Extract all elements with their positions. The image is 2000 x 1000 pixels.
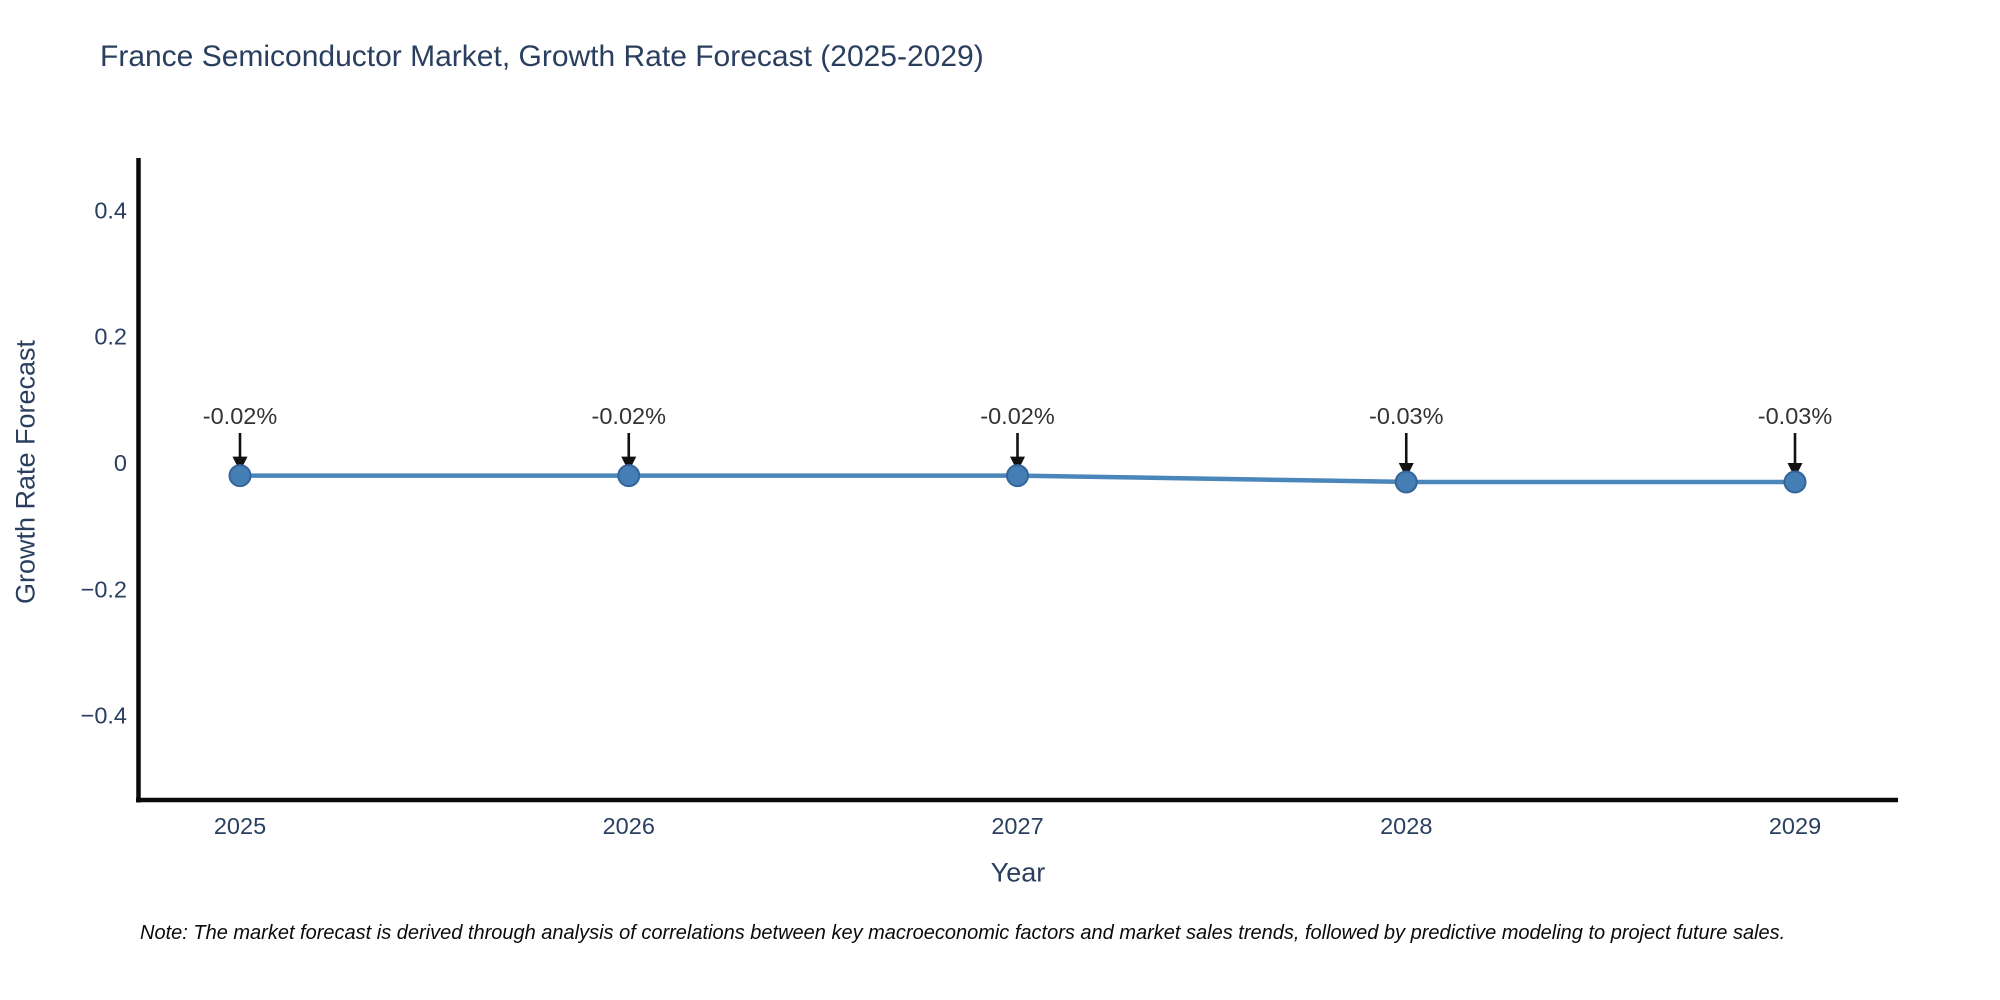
point-annotation: -0.02%: [980, 403, 1055, 429]
x-axis-title: Year: [990, 857, 1046, 888]
x-tick-label: 2025: [214, 813, 266, 839]
x-tick-label: 2029: [1769, 813, 1821, 839]
y-tick-label: 0.2: [94, 324, 127, 350]
x-tick-label: 2027: [991, 813, 1043, 839]
data-point-marker: [1394, 470, 1418, 494]
data-point-marker: [228, 464, 252, 488]
y-tick-label: −0.2: [81, 576, 127, 602]
data-point-marker: [617, 464, 641, 488]
point-annotation: -0.02%: [592, 403, 667, 429]
point-annotation: -0.03%: [1369, 403, 1444, 429]
chart-title: France Semiconductor Market, Growth Rate…: [100, 40, 984, 73]
chart-footnote: Note: The market forecast is derived thr…: [140, 922, 1786, 944]
data-point-marker: [1783, 470, 1807, 494]
y-tick-label: −0.4: [81, 703, 127, 729]
data-point-marker: [1006, 464, 1029, 488]
x-tick-label: 2028: [1380, 813, 1432, 839]
point-annotation: -0.03%: [1758, 403, 1833, 429]
y-tick-label: 0.4: [94, 197, 127, 223]
x-tick-label: 2026: [603, 813, 655, 839]
point-annotation: -0.02%: [203, 403, 278, 429]
y-tick-label: 0: [114, 450, 127, 476]
